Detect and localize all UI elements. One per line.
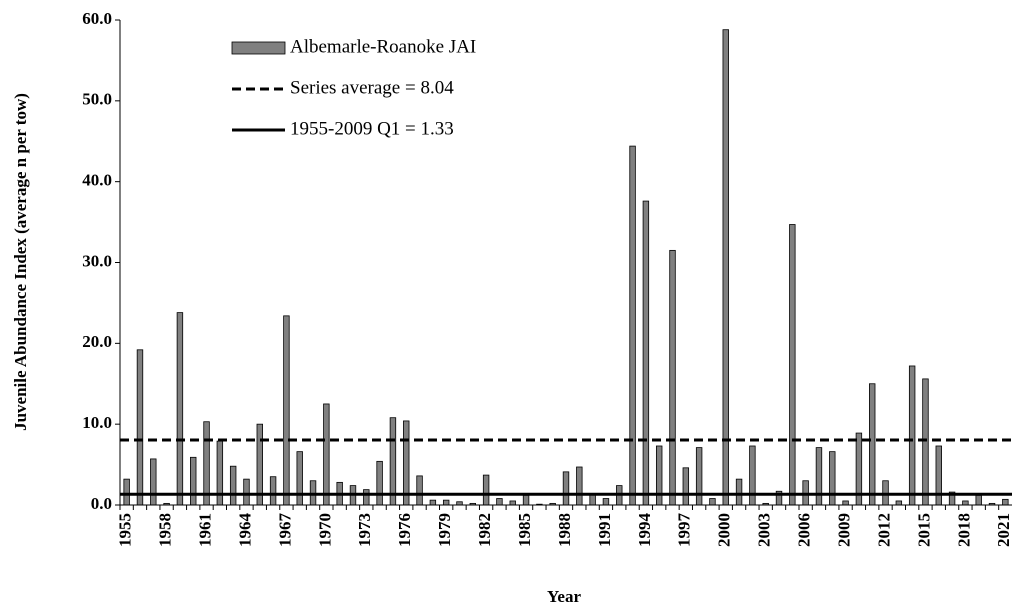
- bar: [416, 475, 423, 506]
- x-axis-title: Year: [547, 587, 581, 606]
- bar: [203, 421, 210, 506]
- bar: [136, 349, 144, 506]
- bar: [922, 378, 929, 506]
- bar: [576, 466, 583, 506]
- x-tick-label: 2018: [954, 513, 973, 547]
- bar: [229, 465, 237, 506]
- bar: [496, 498, 503, 506]
- x-tick-label: 1970: [315, 513, 334, 547]
- bar: [323, 403, 330, 506]
- bar: [695, 447, 703, 506]
- legend-label: Albemarle-Roanoke JAI: [290, 36, 476, 57]
- bar: [908, 365, 916, 506]
- x-tick-label: 2012: [874, 513, 893, 547]
- bar: [442, 499, 450, 506]
- x-tick-label: 1988: [555, 513, 574, 547]
- bar: [363, 489, 370, 506]
- x-tick-label: 2000: [715, 513, 734, 547]
- y-tick-label: 50.0: [82, 90, 112, 109]
- x-tick-label: 1979: [435, 513, 454, 547]
- bar: [602, 498, 610, 506]
- bar: [935, 445, 942, 506]
- bar: [283, 315, 290, 506]
- bar: [176, 312, 184, 506]
- bar: [562, 471, 570, 506]
- bar: [669, 249, 676, 506]
- bar: [123, 478, 130, 506]
- bar: [642, 200, 650, 506]
- bar: [243, 478, 250, 506]
- legend-swatch: [231, 41, 286, 55]
- bar: [829, 451, 836, 506]
- bar: [655, 445, 663, 506]
- bar: [842, 500, 849, 506]
- x-tick-label: 2009: [834, 513, 853, 547]
- x-tick-label: 1961: [195, 513, 214, 547]
- x-tick-label: 2006: [795, 513, 814, 547]
- bar: [722, 29, 729, 506]
- x-tick-label: 1982: [475, 513, 494, 547]
- bar: [975, 494, 982, 506]
- x-tick-label: 2003: [755, 513, 774, 547]
- bar: [482, 474, 490, 506]
- bar: [789, 224, 796, 506]
- x-tick-label: 1973: [355, 513, 374, 547]
- bar: [895, 500, 903, 506]
- bar: [522, 494, 530, 506]
- y-tick-label: 30.0: [82, 251, 112, 270]
- y-tick-label: 10.0: [82, 413, 112, 432]
- bar: [389, 417, 397, 506]
- bar: [815, 447, 823, 506]
- x-tick-label: 1958: [156, 513, 175, 547]
- y-axis-title: Juvenile Abundance Index (average n per …: [11, 93, 30, 431]
- bar: [589, 494, 596, 506]
- x-tick-label: 2021: [994, 513, 1013, 547]
- x-tick-label: 1976: [395, 513, 414, 547]
- y-tick-label: 60.0: [82, 9, 112, 28]
- x-tick-label: 1997: [675, 513, 694, 548]
- y-tick-label: 0.0: [91, 494, 112, 513]
- bar: [749, 445, 756, 506]
- x-tick-label: 1985: [515, 513, 534, 547]
- x-tick-label: 1955: [116, 513, 135, 547]
- x-tick-label: 1991: [595, 513, 614, 547]
- bar: [190, 456, 197, 506]
- y-tick-label: 40.0: [82, 171, 112, 190]
- bar: [269, 476, 277, 506]
- bar: [296, 451, 303, 506]
- legend-label: Series average = 8.04: [290, 77, 454, 98]
- x-tick-label: 2015: [914, 513, 933, 547]
- x-tick-label: 1967: [275, 513, 294, 548]
- bar: [709, 498, 716, 506]
- bar: [682, 467, 690, 506]
- bar: [403, 420, 410, 506]
- bar: [869, 383, 876, 506]
- bar: [429, 499, 437, 506]
- bar: [962, 500, 969, 506]
- x-tick-label: 1964: [235, 513, 254, 548]
- bar: [376, 460, 383, 506]
- bar: [735, 478, 743, 506]
- bar: [629, 145, 636, 506]
- bar: [150, 458, 157, 506]
- y-tick-label: 20.0: [82, 332, 112, 351]
- legend-label: 1955-2009 Q1 = 1.33: [290, 118, 454, 139]
- bar: [509, 500, 516, 506]
- bar: [1002, 498, 1009, 506]
- x-tick-label: 1994: [635, 513, 654, 548]
